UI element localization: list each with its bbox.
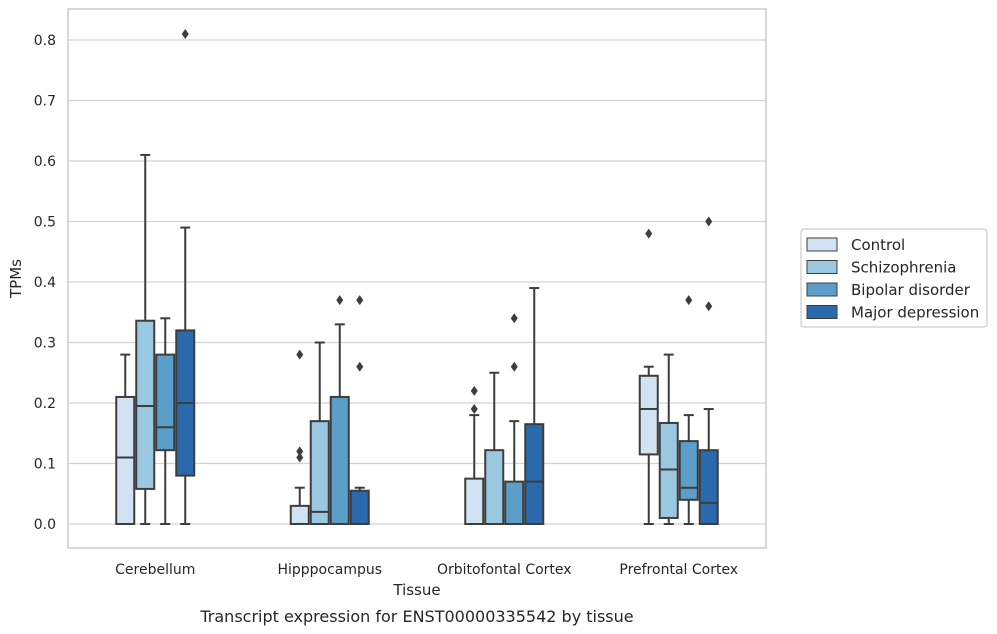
box-iqr — [289, 504, 310, 526]
box-major-depression — [524, 287, 545, 525]
legend-label: Control — [851, 236, 905, 254]
y-tick-label: 0.4 — [34, 275, 56, 291]
outlier-point — [645, 228, 653, 239]
y-tick-label: 0.6 — [34, 154, 56, 170]
x-axis-ticks: Cerebellum Hipppocampus Orbitofontal Corte… — [115, 562, 738, 578]
outlier-point — [510, 361, 518, 372]
box-iqr — [678, 440, 699, 501]
outlier-point — [181, 28, 189, 39]
x-tick-label: Hipppocampus — [277, 562, 382, 578]
box-iqr — [484, 449, 505, 525]
outlier-point — [356, 361, 364, 372]
box-major-depression — [175, 28, 196, 525]
legend-frame — [800, 228, 988, 328]
outlier-point — [470, 385, 478, 396]
box-control — [638, 228, 659, 525]
box-iqr — [329, 395, 350, 526]
outlier-point — [705, 301, 713, 312]
box-major-depression — [698, 216, 719, 525]
box-major-depression — [349, 295, 370, 526]
outlier-point — [336, 295, 344, 306]
box-control — [289, 349, 310, 526]
box-iqr — [464, 477, 485, 525]
legend-label: Bipolar disorder — [851, 281, 971, 299]
legend-swatch — [806, 305, 838, 319]
box-schizophrenia — [484, 371, 505, 525]
box-bipolar-disorder — [329, 295, 350, 526]
outlier-point — [296, 446, 304, 457]
legend-label: Major depression — [851, 304, 979, 322]
outlier-point — [356, 295, 364, 306]
box-iqr — [115, 395, 136, 526]
box-control — [464, 385, 485, 525]
box-schizophrenia — [309, 341, 330, 525]
y-tick-label: 0.8 — [34, 33, 56, 49]
box-control — [115, 353, 136, 526]
outlier-point — [296, 349, 304, 360]
outlier-point — [685, 295, 693, 306]
outlier-point — [705, 216, 713, 227]
y-tick-label: 0.1 — [34, 457, 56, 473]
legend-swatch — [806, 237, 838, 252]
box-iqr — [504, 480, 525, 525]
legend: Control Schizophrenia Bipolar disorder Majo… — [800, 228, 988, 328]
x-tick-label: Prefrontal Cortex — [619, 562, 738, 578]
y-tick-label: 0.3 — [34, 336, 56, 352]
x-tick-label: Orbitofontal Cortex — [437, 562, 572, 578]
box-plot-layer — [115, 28, 719, 526]
box-iqr — [638, 374, 659, 456]
outlier-point — [470, 404, 478, 415]
box-iqr — [155, 353, 176, 452]
y-tick-label: 0.2 — [34, 396, 56, 412]
x-tick-label: Cerebellum — [115, 562, 195, 578]
box-bipolar-disorder — [155, 317, 176, 525]
plot-frame — [67, 8, 767, 549]
x-axis-label: Tissue — [392, 581, 440, 599]
chart-caption: Transcript expression for ENST0000033554… — [199, 607, 633, 626]
y-tick-label: 0.0 — [34, 517, 56, 533]
box-iqr — [309, 420, 330, 525]
box-schizophrenia — [135, 153, 156, 525]
box-schizophrenia — [658, 353, 679, 525]
box-iqr — [524, 423, 545, 525]
box-iqr — [135, 319, 156, 490]
y-axis-label: TPMs — [7, 259, 25, 299]
legend-swatch — [806, 260, 838, 274]
legend-swatch — [806, 282, 838, 297]
box-bipolar-disorder — [504, 313, 525, 525]
y-axis-ticks: 0.0 0.1 0.2 0.3 0.4 0.5 0.6 0.7 0.8 — [34, 33, 56, 533]
y-tick-label: 0.5 — [34, 215, 56, 231]
outlier-point — [510, 313, 518, 324]
y-tick-label: 0.7 — [34, 94, 56, 110]
outlier-point — [296, 452, 304, 463]
legend-label: Schizophrenia — [851, 259, 956, 277]
box-bipolar-disorder — [678, 295, 699, 525]
box-iqr — [349, 489, 370, 526]
box-iqr — [698, 449, 719, 525]
